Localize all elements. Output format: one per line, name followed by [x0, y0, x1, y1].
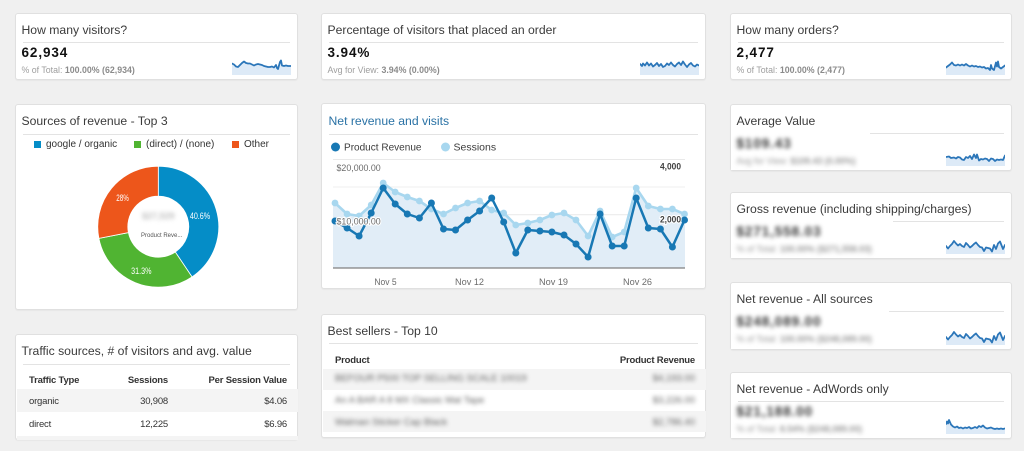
svg-text:Nov 12: Nov 12 [455, 277, 484, 288]
svg-text:Sessions: Sessions [454, 142, 497, 154]
svg-text:$20,000.00: $20,000.00 [337, 163, 381, 174]
svg-text:31.3%: 31.3% [131, 266, 151, 276]
svg-text:2,000: 2,000 [660, 215, 681, 226]
svg-text:28%: 28% [116, 193, 129, 203]
svg-text:Nov 19: Nov 19 [539, 277, 568, 288]
svg-text:Nov 26: Nov 26 [623, 277, 652, 288]
svg-text:40.6%: 40.6% [190, 211, 210, 221]
svg-text:$10,000.00: $10,000.00 [337, 217, 381, 228]
svg-text:Product Revenue: Product Revenue [344, 142, 422, 154]
svg-text:4,000: 4,000 [660, 162, 681, 173]
svg-text:Nov 5: Nov 5 [374, 277, 396, 288]
